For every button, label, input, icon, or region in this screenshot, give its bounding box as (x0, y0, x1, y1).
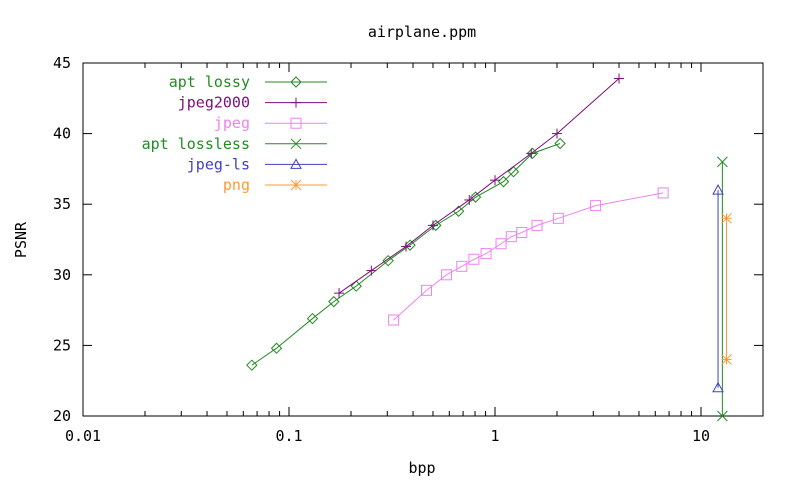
y-axis-label: PSNR (12, 221, 30, 258)
legend-label: jpeg2000 (178, 94, 250, 112)
y-tick-label: 20 (53, 407, 71, 425)
series-apt-lossy (246, 137, 566, 371)
y-tick-label: 25 (53, 336, 71, 354)
legend-item: jpeg-ls (187, 155, 327, 173)
plot-frame (82, 62, 764, 417)
y-tick-label: 35 (53, 195, 71, 213)
y-tick-label: 40 (53, 125, 71, 143)
y-axis: 20 25 30 35 40 45 (53, 54, 763, 425)
legend: apt lossy jpeg2000 jpeg apt lossless jpeg-ls… (142, 73, 327, 194)
x-tick-label: 10 (692, 427, 710, 445)
legend-item: jpeg (214, 114, 327, 132)
legend-item: png (223, 176, 327, 194)
x-tick-label: 1 (490, 427, 499, 445)
x-tick-label: 0.1 (275, 427, 302, 445)
legend-label: apt lossy (169, 73, 250, 91)
y-tick-label: 45 (53, 54, 71, 72)
legend-label: jpeg-ls (187, 155, 250, 173)
series-jpeg (388, 187, 669, 326)
x-axis-label: bpp (408, 459, 435, 477)
series-apt-lossless (717, 156, 728, 422)
series-jpeg2000 (334, 73, 625, 299)
legend-label: apt lossless (142, 135, 250, 153)
legend-item: apt lossy (169, 73, 327, 91)
x-tick-label: 0.01 (65, 427, 101, 445)
series-png (721, 212, 732, 365)
series-layer (246, 73, 732, 422)
legend-label: png (223, 176, 250, 194)
legend-item: jpeg2000 (178, 94, 327, 112)
series-jpeg-ls (712, 184, 724, 393)
chart-title: airplane.ppm (368, 23, 476, 41)
y-tick-label: 30 (53, 266, 71, 284)
x-axis: 0.01 0.1 1 10 (65, 63, 764, 445)
legend-item: apt lossless (142, 135, 327, 153)
legend-label: jpeg (214, 114, 250, 132)
